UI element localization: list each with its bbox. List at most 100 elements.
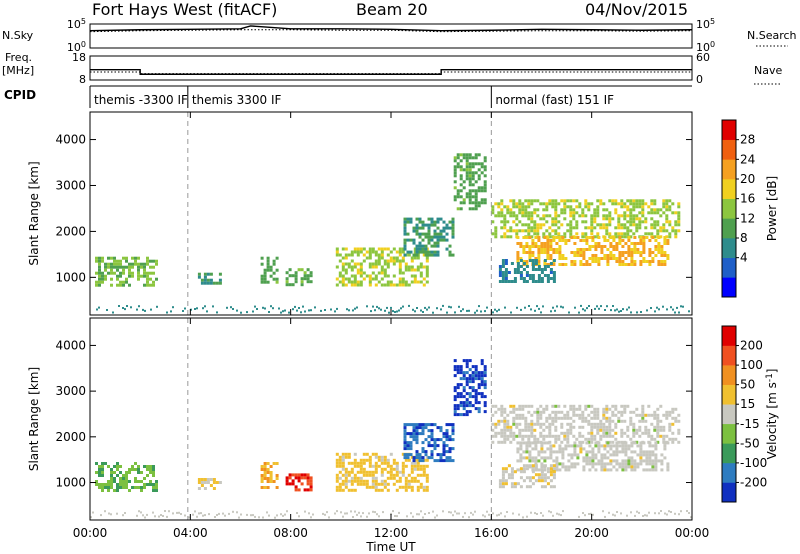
radar-title: Fort Hays West (fitACF) — [92, 0, 278, 19]
velocity-colorbar-tick-1: 100 — [740, 358, 763, 372]
nsky-label: N.Sky — [2, 29, 34, 42]
freq-panel-frame — [89, 55, 693, 81]
velocity-region-0 — [95, 462, 158, 492]
nsearch-tick-top: 105 — [696, 17, 715, 31]
velocity-ytick-1: 2000 — [55, 430, 86, 444]
xtick-label-3: 12:00 — [374, 526, 409, 540]
velocity-ylabel: Slant Range [km] — [27, 367, 41, 471]
power-panel: 1000 2000 3000 4000 Slant Range [km] 28 24 20 16… — [27, 111, 779, 316]
xtick-label-1: 04:00 — [173, 526, 208, 540]
power-colorbar-swatch-5 — [722, 179, 736, 199]
nsky-line — [89, 25, 693, 32]
velocity-colorbar: 200 100 50 15 -15 -50 -100 -200 Velocity [m s-1] — [721, 325, 779, 503]
velocity-region-9 — [498, 464, 556, 489]
power-ground-scatter — [96, 304, 690, 314]
power-colorbar-frame — [721, 119, 737, 298]
nave-tick-bottom: 0 — [696, 73, 703, 86]
velocity-ytick-3: 4000 — [55, 338, 86, 352]
velocity-colorbar-tick-5: -50 — [740, 436, 760, 450]
velocity-colorbar-tick-0: 200 — [740, 339, 763, 353]
power-colorbar-swatch-3 — [722, 218, 736, 239]
nsky-panel-frame — [89, 23, 693, 49]
power-colorbar-swatch-8 — [722, 120, 736, 140]
velocity-region-7 — [491, 404, 681, 444]
nsearch-line — [89, 29, 693, 33]
velocity-colorbar-swatch-3 — [722, 423, 736, 444]
velocity-colorbar-tick-3: 15 — [740, 397, 755, 411]
velocity-ytick-2: 3000 — [55, 384, 86, 398]
power-region-0 — [95, 256, 158, 287]
power-colorbar-swatch-0 — [722, 277, 736, 298]
velocity-colorbar-swatch-7 — [722, 345, 736, 366]
power-colorbar: 28 24 20 16 12 8 4 Power [dB] — [721, 119, 779, 298]
power-colorbar-swatch-1 — [722, 257, 736, 278]
power-colorbar-tick-5: 8 — [740, 231, 748, 245]
power-ytick-1: 2000 — [55, 224, 86, 238]
beam-title: Beam 20 — [356, 0, 428, 19]
velocity-cpid-markers — [187, 318, 492, 520]
nave-label: Nave — [754, 64, 783, 77]
velocity-colorbar-title: Velocity [m s-1] — [765, 369, 779, 460]
velocity-region-5 — [403, 423, 455, 463]
velocity-region-3 — [285, 473, 313, 492]
freq-tick-top: 18 — [72, 51, 86, 64]
velocity-colorbar-swatch-0 — [722, 482, 736, 503]
nsearch-label: N.Search — [747, 29, 797, 42]
velocity-region-8 — [516, 441, 670, 472]
freq-line — [90, 68, 692, 75]
power-ytick-0: 1000 — [55, 270, 86, 284]
velocity-colorbar-frame — [721, 325, 737, 503]
velocity-region-1 — [197, 478, 222, 490]
cpid-segment-0: themis -3300 IF — [94, 93, 188, 107]
velocity-colorbar-tick-6: -100 — [740, 456, 767, 470]
xtick-label-5: 20:00 — [574, 526, 609, 540]
power-cpid-markers — [187, 112, 492, 315]
power-region-3 — [285, 268, 313, 287]
power-colorbar-title: Power [dB] — [765, 176, 779, 241]
power-colorbar-tick-2: 20 — [740, 172, 755, 186]
cpid-segment-2: normal (fast) 151 IF — [495, 93, 614, 107]
power-ytick-3: 4000 — [55, 133, 86, 147]
freq-label-line2: [MHz] — [2, 64, 35, 77]
velocity-colorbar-swatch-5 — [722, 384, 736, 405]
velocity-ground-scatter — [90, 510, 692, 519]
xtick-label-6: 00:00 — [675, 526, 710, 540]
velocity-colorbar-tick-2: 50 — [740, 378, 755, 392]
xtick-label-2: 08:00 — [273, 526, 308, 540]
velocity-colorbar-tick-4: -15 — [740, 417, 760, 431]
xtick-label-4: 16:00 — [474, 526, 509, 540]
power-colorbar-tick-4: 12 — [740, 211, 755, 225]
nave-line — [90, 71, 692, 75]
nsky-tick-top: 105 — [67, 17, 86, 31]
freq-tick-bottom: 8 — [79, 73, 86, 86]
power-region-9 — [498, 259, 556, 283]
power-region-2 — [260, 256, 279, 284]
power-region-1 — [197, 272, 222, 285]
freq-label-line1: Freq. — [5, 51, 33, 64]
xtick-label-0: 00:00 — [73, 526, 108, 540]
power-region-4 — [335, 247, 429, 287]
cpid-label: CPID — [4, 88, 37, 102]
power-colorbar-swatch-2 — [722, 238, 736, 258]
power-region-6 — [453, 153, 487, 211]
power-colorbar-tick-6: 4 — [740, 251, 748, 265]
velocity-panel: 1000 2000 3000 4000 Slant Range [km] 200 100 50… — [27, 317, 779, 521]
power-colorbar-swatch-4 — [722, 198, 736, 219]
velocity-region-6 — [453, 359, 487, 417]
power-ytick-2: 3000 — [55, 178, 86, 192]
velocity-colorbar-swatch-1 — [722, 462, 736, 483]
cpid-segment-1: themis 3300 IF — [192, 93, 282, 107]
velocity-colorbar-swatch-4 — [722, 404, 736, 425]
velocity-colorbar-tick-7: -200 — [740, 475, 767, 489]
velocity-region-2 — [260, 462, 279, 489]
velocity-colorbar-swatch-8 — [722, 326, 736, 346]
velocity-region-4 — [335, 452, 429, 492]
velocity-colorbar-swatch-2 — [722, 443, 736, 464]
power-colorbar-swatch-6 — [722, 159, 736, 180]
power-region-7 — [491, 199, 681, 239]
x-axis-label: Time UT — [365, 540, 416, 554]
velocity-frame — [89, 317, 693, 521]
velocity-ytick-0: 1000 — [55, 476, 86, 490]
power-region-5 — [403, 217, 455, 257]
